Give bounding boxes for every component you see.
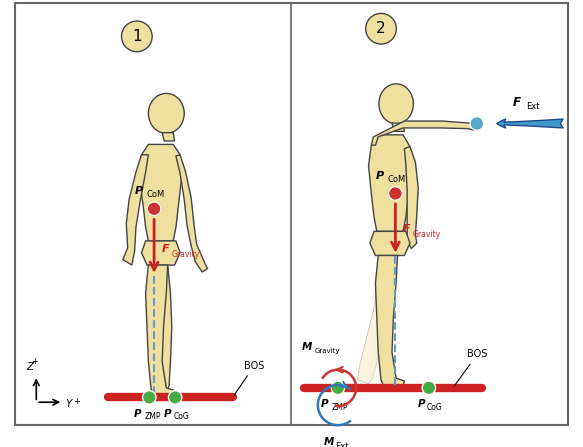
Text: P: P: [134, 409, 142, 418]
Polygon shape: [375, 256, 405, 387]
Polygon shape: [405, 147, 418, 249]
Circle shape: [422, 381, 436, 395]
Circle shape: [331, 381, 345, 395]
Polygon shape: [162, 133, 174, 141]
Text: Gravity: Gravity: [315, 348, 340, 354]
Text: 1: 1: [132, 29, 142, 44]
Text: CoG: CoG: [427, 403, 442, 412]
Text: ZMP: ZMP: [145, 413, 161, 422]
Text: F: F: [161, 244, 170, 254]
Text: F: F: [513, 96, 521, 110]
Text: M: M: [301, 342, 312, 351]
Text: ZMP: ZMP: [331, 403, 347, 412]
Polygon shape: [142, 241, 180, 265]
Circle shape: [121, 21, 152, 52]
Text: CoM: CoM: [388, 175, 406, 184]
Ellipse shape: [148, 93, 184, 133]
Polygon shape: [153, 265, 172, 392]
Text: P: P: [417, 399, 425, 409]
Polygon shape: [392, 123, 405, 131]
Polygon shape: [368, 256, 398, 385]
Polygon shape: [371, 121, 477, 145]
Polygon shape: [146, 265, 174, 396]
Text: P: P: [135, 186, 143, 196]
Circle shape: [143, 391, 156, 404]
Text: 2: 2: [376, 21, 386, 36]
Text: CoM: CoM: [146, 190, 164, 199]
Polygon shape: [123, 155, 148, 265]
Circle shape: [470, 117, 483, 130]
Polygon shape: [370, 232, 410, 256]
Text: P: P: [321, 399, 328, 409]
Text: Ext: Ext: [335, 442, 349, 447]
Polygon shape: [357, 256, 394, 384]
Polygon shape: [368, 135, 411, 232]
Polygon shape: [139, 144, 181, 241]
Text: Gravity: Gravity: [413, 229, 441, 239]
Text: Gravity: Gravity: [171, 249, 199, 259]
Text: P: P: [376, 171, 384, 181]
Circle shape: [366, 13, 396, 44]
Text: Z: Z: [27, 362, 34, 371]
Polygon shape: [176, 155, 208, 272]
Circle shape: [389, 187, 402, 200]
Circle shape: [168, 391, 182, 404]
Text: +: +: [73, 397, 79, 406]
Text: M: M: [324, 437, 334, 447]
Ellipse shape: [379, 84, 413, 124]
Text: P: P: [164, 409, 171, 418]
Text: BOS: BOS: [234, 361, 265, 395]
Text: F: F: [403, 224, 410, 234]
Text: +: +: [31, 357, 38, 366]
Text: CoG: CoG: [173, 413, 189, 422]
Text: Ext: Ext: [526, 102, 539, 111]
Circle shape: [147, 202, 161, 215]
Text: BOS: BOS: [455, 349, 487, 386]
Text: Y: Y: [65, 399, 71, 409]
